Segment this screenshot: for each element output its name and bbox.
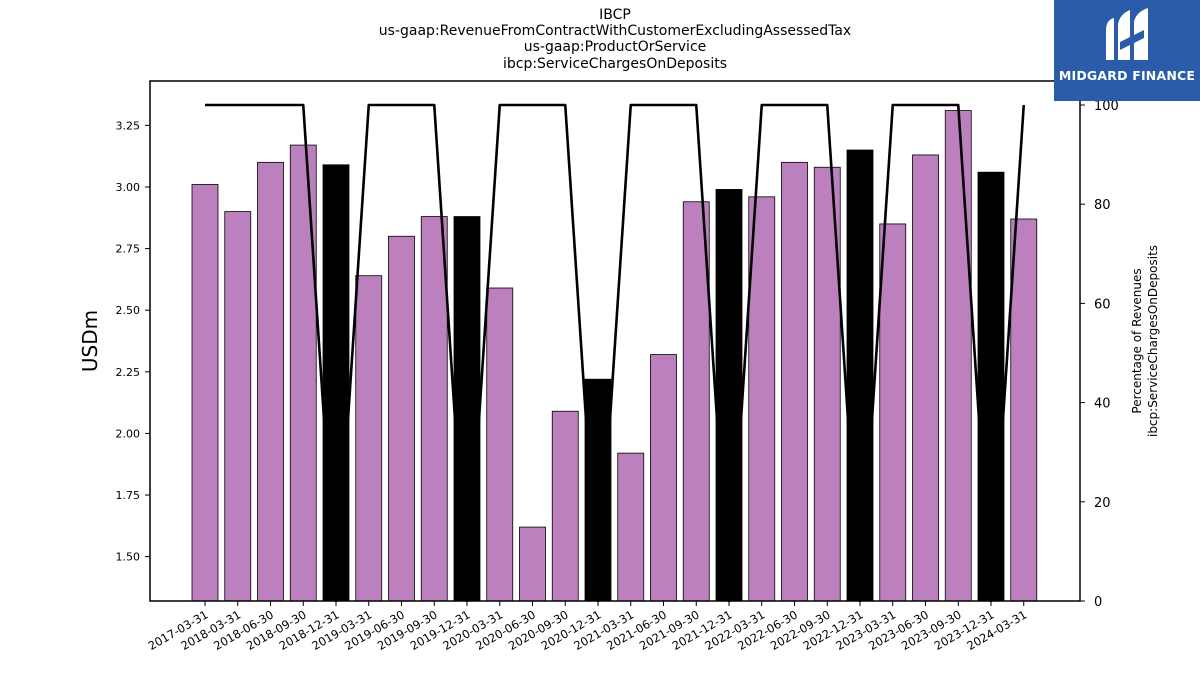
bar-2021-12-31 xyxy=(715,189,743,602)
y-axis-label: USDm xyxy=(78,310,102,372)
y2-tick-label: 0 xyxy=(1094,595,1102,610)
bar-2019-03-31 xyxy=(355,275,383,602)
bar-2023-09-30 xyxy=(944,110,972,602)
chart-subtitle-concept: us-gaap:RevenueFromContractWithCustomerE… xyxy=(378,23,852,39)
midgard-logo: MIDGARD FINANCE xyxy=(1054,0,1200,101)
bar-2022-12-31 xyxy=(846,149,874,602)
bar-2020-03-31 xyxy=(486,287,514,602)
y2-axis-label-line1: Percentage of Revenues xyxy=(1130,268,1144,413)
bar-2021-06-30 xyxy=(650,354,677,602)
y2-tick-label: 20 xyxy=(1094,496,1111,511)
bar-2023-06-30 xyxy=(912,154,939,602)
bar-2018-06-30 xyxy=(257,161,284,602)
y-tick-label: 3.25 xyxy=(116,119,141,132)
bar-2020-06-30 xyxy=(519,526,546,602)
bar-2019-09-30 xyxy=(420,216,448,602)
y2-axis-label-line2: ibcp:ServiceChargesOnDeposits xyxy=(1146,245,1160,437)
percentage-line xyxy=(205,103,1026,603)
y-axis-right: 0 20 40 60 80 100 xyxy=(1080,99,1119,610)
chart-subtitle-axis: us-gaap:ProductOrService xyxy=(523,39,707,55)
bar-2019-12-31 xyxy=(453,216,481,602)
y2-tick-label: 40 xyxy=(1094,397,1111,412)
midgard-logo-mark-icon xyxy=(1106,8,1148,60)
bar-2024-03-31 xyxy=(1010,218,1038,602)
secondary-line-layer xyxy=(205,103,1026,603)
bar-2020-12-31 xyxy=(584,378,612,602)
y-axis-left: 1.50 1.75 2.00 2.25 2.50 2.75 3.00 3.25 xyxy=(116,119,150,564)
y-tick-label: 2.75 xyxy=(116,243,141,256)
chart-subtitle-member: ibcp:ServiceChargesOnDeposits xyxy=(502,56,728,72)
bar-2021-03-31 xyxy=(617,452,645,602)
y-tick-label: 2.00 xyxy=(116,427,141,440)
bar-2022-03-31 xyxy=(748,196,776,602)
plot-frame xyxy=(149,80,1081,602)
bar-2019-06-30 xyxy=(388,235,415,602)
x-axis: 2017-03-312018-03-312018-06-302018-09-30… xyxy=(146,601,1029,653)
y2-tick-label: 80 xyxy=(1094,198,1111,213)
bar-2018-12-31 xyxy=(322,164,350,602)
chart-title: IBCP xyxy=(599,7,631,23)
y-tick-label: 2.25 xyxy=(116,366,141,379)
y-tick-label: 1.50 xyxy=(116,551,141,564)
logo-text: MIDGARD FINANCE xyxy=(1058,68,1196,83)
bar-2021-09-30 xyxy=(682,201,710,602)
bar-2018-09-30 xyxy=(289,144,317,602)
bar-2020-09-30 xyxy=(551,410,579,602)
y-tick-label: 1.75 xyxy=(116,489,141,502)
bar-2023-03-31 xyxy=(879,223,907,602)
y2-tick-label: 100 xyxy=(1094,99,1119,114)
bar-group xyxy=(191,110,1038,602)
y-tick-label: 2.50 xyxy=(116,304,141,317)
bar-2018-03-31 xyxy=(224,211,252,602)
bar-2023-12-31 xyxy=(977,171,1005,602)
y-tick-label: 3.00 xyxy=(116,181,141,194)
y2-tick-label: 60 xyxy=(1094,297,1111,312)
bar-2017-03-31 xyxy=(191,184,219,602)
bar-2022-06-30 xyxy=(781,161,808,602)
